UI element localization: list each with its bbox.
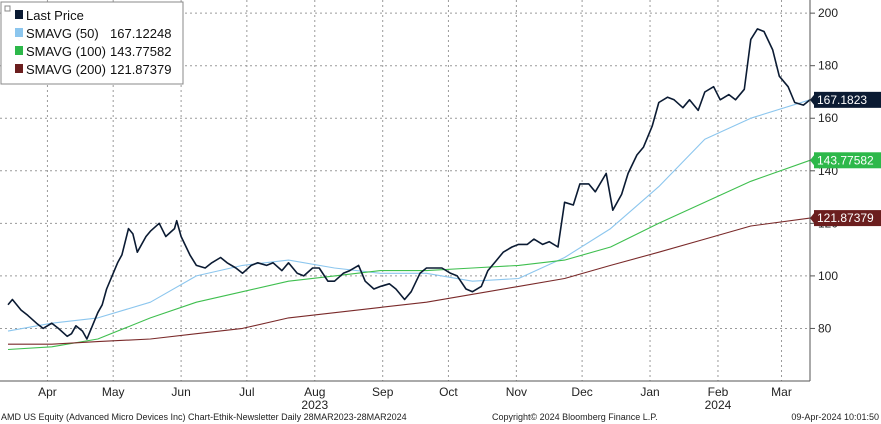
legend-swatch bbox=[15, 46, 23, 55]
footer-source: AMD US Equity (Advanced Micro Devices In… bbox=[1, 412, 407, 422]
y-tick-label: 80 bbox=[818, 321, 832, 335]
legend-series-name: SMAVG (200) bbox=[26, 62, 106, 77]
footer-copyright: Copyright© 2024 Bloomberg Finance L.P. bbox=[492, 412, 658, 422]
year-label: 2023 bbox=[301, 398, 328, 412]
legend-swatch bbox=[15, 28, 23, 37]
x-tick-label: Feb bbox=[708, 385, 729, 399]
series-line-smavg-2 bbox=[7, 159, 811, 351]
x-tick-label: Jan bbox=[640, 385, 659, 399]
x-tick-label: Dec bbox=[571, 385, 592, 399]
legend-box bbox=[0, 1, 184, 85]
legend-swatch bbox=[15, 64, 23, 73]
x-tick-label: Apr bbox=[38, 385, 57, 399]
last-value-tags: 167.1823 143.77582 121.87379 bbox=[810, 91, 881, 227]
last-value-tag-bg bbox=[814, 210, 881, 227]
last-value-tag-bg bbox=[814, 91, 881, 108]
last-value-tag-label: 167.1823 bbox=[817, 93, 867, 107]
x-tick-label: Nov bbox=[506, 385, 527, 399]
y-tick-label: 200 bbox=[818, 6, 838, 20]
x-tick-label: Sep bbox=[372, 385, 394, 399]
legend-collapse-icon bbox=[4, 5, 11, 12]
legend-series-value: 143.77582 bbox=[110, 44, 171, 59]
series-lines bbox=[7, 28, 811, 351]
legend-series-value: 167.12248 bbox=[110, 26, 171, 41]
x-tick-label: Jul bbox=[239, 385, 254, 399]
footer-timestamp: 09-Apr-2024 10:01:50 bbox=[791, 412, 879, 422]
last-value-tag-pointer bbox=[810, 94, 814, 105]
y-tick-label: 160 bbox=[818, 111, 838, 125]
legend-series-name: SMAVG (100) bbox=[26, 44, 106, 59]
series-line-smavg-1 bbox=[7, 99, 811, 332]
series-line-smavg-3 bbox=[8, 217, 811, 345]
grid bbox=[0, 0, 810, 381]
legend: Last Price SMAVG (50) 167.12248 SMAVG (100)… bbox=[0, 1, 184, 85]
y-tick-label: 100 bbox=[818, 269, 838, 283]
last-value-tag-label: 121.87379 bbox=[817, 211, 874, 225]
legend-swatch bbox=[15, 10, 23, 19]
legend-series-name: SMAVG (50) bbox=[26, 26, 99, 41]
y-tick-label: 180 bbox=[818, 59, 838, 73]
x-tick-label: Aug bbox=[304, 385, 325, 399]
legend-series-value: 121.87379 bbox=[110, 62, 171, 77]
last-value-tag-label: 143.77582 bbox=[817, 153, 874, 167]
x-tick-label: May bbox=[102, 385, 125, 399]
last-value-tag-bg bbox=[814, 152, 881, 169]
year-label: 2024 bbox=[705, 398, 732, 412]
legend-series-name: Last Price bbox=[26, 8, 84, 23]
series-line-last-price bbox=[7, 28, 811, 340]
last-value-tag-pointer bbox=[810, 213, 814, 224]
x-tick-label: Mar bbox=[771, 385, 792, 399]
x-tick-label: Jun bbox=[171, 385, 190, 399]
last-value-tag-pointer bbox=[810, 155, 814, 166]
x-tick-label: Oct bbox=[439, 385, 458, 399]
